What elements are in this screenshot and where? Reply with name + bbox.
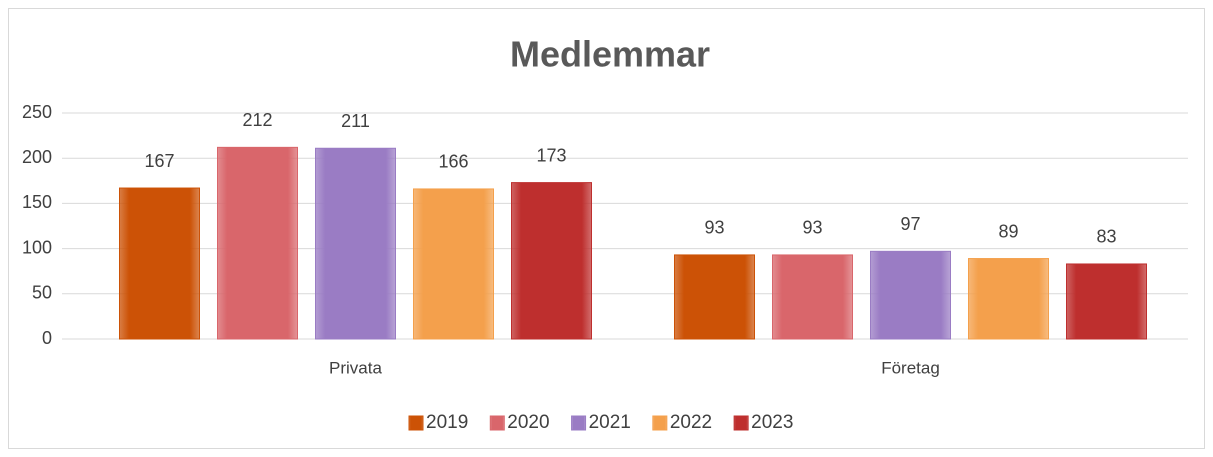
y-tick-label: 0 xyxy=(42,328,52,348)
y-tick-label: 200 xyxy=(22,147,52,167)
y-tick-label: 250 xyxy=(22,102,52,122)
legend-swatch xyxy=(652,415,668,431)
bar xyxy=(413,188,494,340)
bar xyxy=(217,146,298,340)
legend-label: 2019 xyxy=(426,412,468,433)
legend-label: 2020 xyxy=(507,412,549,433)
bar xyxy=(1066,263,1147,340)
chart-border xyxy=(8,8,1205,449)
data-label: 212 xyxy=(242,110,272,130)
bar xyxy=(315,147,396,340)
legend-label: 2023 xyxy=(751,412,793,433)
data-label: 167 xyxy=(144,151,174,171)
x-tick-label: Privata xyxy=(329,358,382,377)
data-label: 93 xyxy=(704,218,724,238)
data-label: 89 xyxy=(998,221,1018,241)
data-label: 83 xyxy=(1096,227,1116,247)
bar xyxy=(968,258,1049,340)
bar xyxy=(511,182,592,340)
data-label: 211 xyxy=(341,111,370,131)
y-tick-label: 100 xyxy=(22,237,52,257)
legend-swatch xyxy=(408,415,424,431)
bar xyxy=(772,254,853,340)
data-label: 166 xyxy=(438,152,468,172)
legend-label: 2021 xyxy=(589,412,631,433)
data-label: 93 xyxy=(802,218,822,238)
legend-swatch xyxy=(733,415,749,431)
legend-swatch xyxy=(571,415,587,431)
x-tick-label: Företag xyxy=(881,358,940,377)
bar xyxy=(119,187,200,340)
y-tick-label: 50 xyxy=(32,283,52,303)
chart-title: Medlemmar xyxy=(510,34,710,75)
data-label: 173 xyxy=(536,145,566,165)
legend-swatch xyxy=(489,415,505,431)
bar xyxy=(674,254,755,340)
data-label: 97 xyxy=(900,214,920,234)
bar xyxy=(870,250,951,340)
y-tick-label: 150 xyxy=(22,192,52,212)
legend-label: 2022 xyxy=(670,412,712,433)
